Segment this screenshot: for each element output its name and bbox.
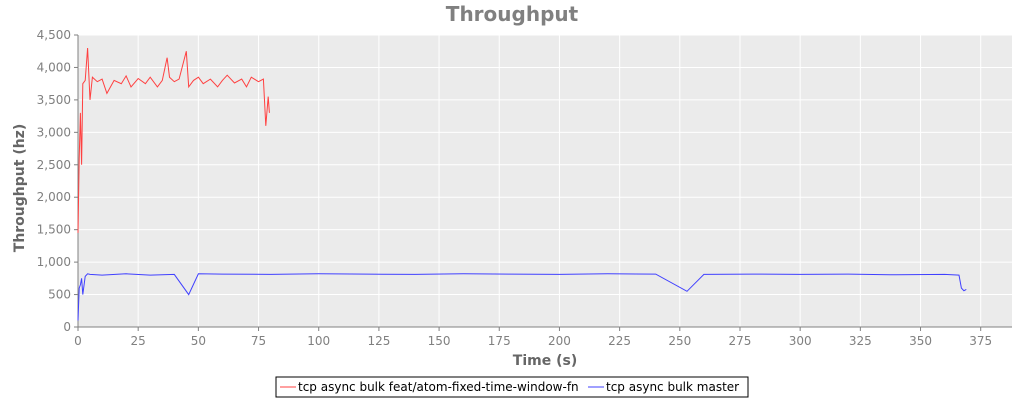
x-tick-label: 350	[909, 334, 932, 348]
x-tick-label: 150	[428, 334, 451, 348]
x-tick-label: 300	[789, 334, 812, 348]
x-tick-label: 125	[367, 334, 390, 348]
x-tick-label: 0	[74, 334, 82, 348]
y-tick-label: 2,500	[37, 158, 71, 172]
axes	[74, 34, 1012, 331]
x-tick-label: 250	[668, 334, 691, 348]
x-tick-label: 75	[251, 334, 266, 348]
y-tick-label: 4,000	[37, 60, 71, 74]
chart-title: Throughput	[446, 2, 579, 26]
plot-area	[78, 35, 1012, 327]
y-tick-label: 3,000	[37, 125, 71, 139]
x-tick-label: 50	[191, 334, 206, 348]
y-tick-label: 2,000	[37, 190, 71, 204]
y-tick-label: 3,500	[37, 93, 71, 107]
x-axis-label: Time (s)	[513, 353, 577, 369]
x-tick-label: 200	[548, 334, 571, 348]
y-tick-label: 1,000	[37, 255, 71, 269]
y-axis-label: Throughput (hz)	[12, 124, 28, 252]
y-tick-label: 0	[63, 320, 71, 334]
y-tick-label: 500	[48, 288, 71, 302]
legend-label-feat: tcp async bulk feat/atom-fixed-time-wind…	[298, 380, 579, 394]
y-tick-label: 4,500	[37, 28, 71, 42]
x-tick-label: 375	[969, 334, 992, 348]
tick-labels: 0 25 50 75 100 125 150 175 200 225 250 275 300 325 350…	[37, 28, 993, 348]
legend-label-master: tcp async bulk master	[606, 380, 739, 394]
x-tick-label: 225	[608, 334, 631, 348]
x-tick-label: 175	[488, 334, 511, 348]
x-tick-label: 325	[849, 334, 872, 348]
series-line-1	[77, 273, 967, 321]
series-line-0	[77, 47, 270, 233]
x-tick-label: 275	[729, 334, 752, 348]
legend: tcp async bulk feat/atom-fixed-time-wind…	[275, 376, 749, 398]
y-tick-label: 1,500	[37, 223, 71, 237]
series-lines	[77, 47, 967, 321]
x-tick-label: 100	[307, 334, 330, 348]
legend-box	[275, 376, 749, 398]
x-tick-label: 25	[131, 334, 146, 348]
